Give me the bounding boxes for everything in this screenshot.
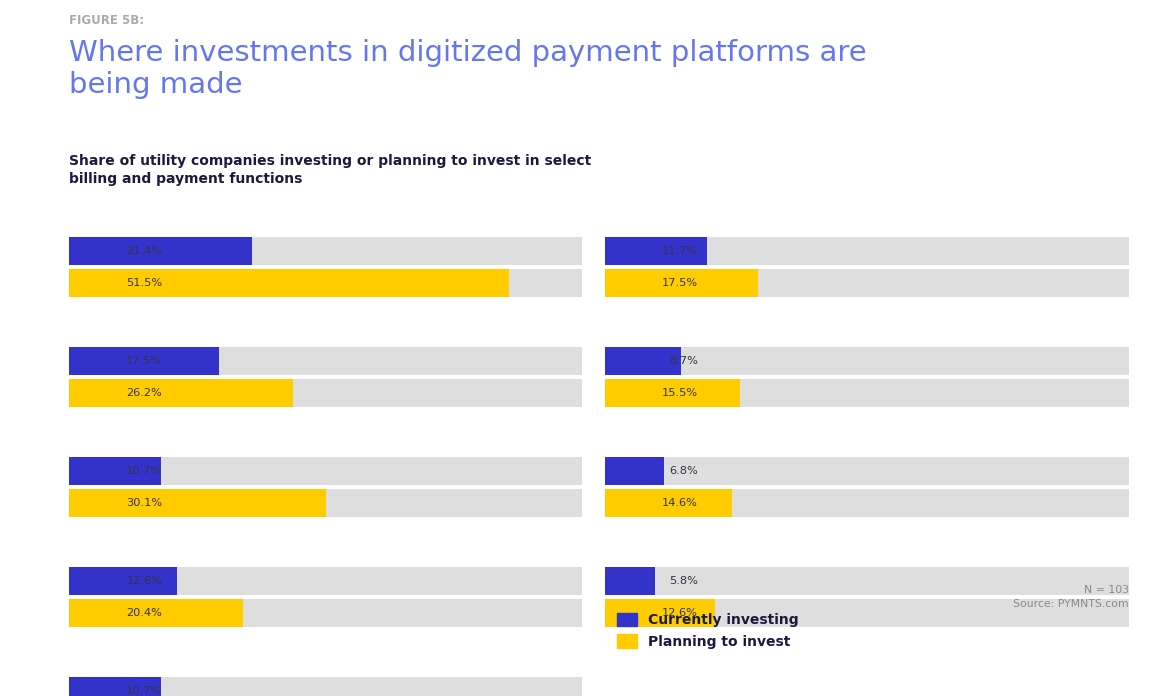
Text: 51.5%: 51.5% [126, 278, 162, 288]
Text: 11.7%: 11.7% [661, 246, 698, 256]
Bar [69, 347, 219, 375]
Text: 10.7%: 10.7% [126, 686, 162, 696]
Text: 5.8%: 5.8% [669, 576, 698, 586]
Text: Fraud detection and management: Fraud detection and management [703, 277, 937, 292]
Text: 8.7%: 8.7% [669, 356, 698, 366]
Bar [605, 567, 1129, 595]
Text: Any area: Any area [167, 277, 228, 292]
Text: 20.4%: 20.4% [127, 608, 162, 618]
Bar [605, 379, 1129, 407]
Text: Wider range of payment options: Wider range of payment options [167, 387, 388, 402]
Text: Autopay options: Autopay options [703, 607, 814, 622]
Text: 12.6%: 12.6% [662, 608, 698, 618]
Text: N = 103
Source: PYMNTS.com: N = 103 Source: PYMNTS.com [1014, 585, 1129, 610]
Bar [69, 237, 582, 265]
Text: 10.7%: 10.7% [126, 466, 162, 476]
Text: 21.4%: 21.4% [127, 246, 162, 256]
Bar [605, 269, 758, 297]
Text: Flexible payment/repayment: Flexible payment/repayment [703, 497, 901, 512]
Bar [605, 489, 733, 517]
Bar [69, 599, 243, 627]
Bar [605, 489, 1129, 517]
Bar [69, 269, 509, 297]
Bar [605, 379, 741, 407]
Bar [69, 457, 160, 485]
Bar [69, 567, 176, 595]
Bar [69, 379, 293, 407]
Bar [605, 237, 707, 265]
Bar [605, 269, 1129, 297]
Legend: Currently investing, Planning to invest: Currently investing, Planning to invest [612, 608, 804, 654]
Bar [69, 599, 582, 627]
Text: Faster billing process: Faster billing process [167, 607, 311, 622]
Bar [69, 457, 582, 485]
Bar [69, 379, 582, 407]
Bar [69, 567, 582, 595]
Bar [69, 347, 582, 375]
Bar [69, 489, 582, 517]
Text: 17.5%: 17.5% [126, 356, 162, 366]
Bar [69, 677, 160, 696]
Text: Wider range of billing options: Wider range of billing options [703, 387, 904, 402]
Text: 30.1%: 30.1% [126, 498, 162, 508]
Bar [69, 269, 582, 297]
Bar [69, 677, 582, 696]
Bar [605, 457, 1129, 485]
Text: Share of utility companies investing or planning to invest in select
billing and: Share of utility companies investing or … [69, 155, 591, 186]
Text: Where investments in digitized payment platforms are
being made: Where investments in digitized payment p… [69, 39, 866, 99]
Text: 14.6%: 14.6% [662, 498, 698, 508]
Text: 6.8%: 6.8% [669, 466, 698, 476]
Text: FIGURE 5B:: FIGURE 5B: [69, 14, 144, 27]
Text: 15.5%: 15.5% [661, 388, 698, 398]
Bar [69, 237, 252, 265]
Bar [605, 237, 1129, 265]
Bar [605, 347, 681, 375]
Text: 26.2%: 26.2% [127, 388, 162, 398]
Bar [605, 347, 1129, 375]
Bar [605, 457, 665, 485]
Bar [69, 489, 326, 517]
Bar [605, 599, 1129, 627]
Text: Protection of customer data: Protection of customer data [167, 497, 358, 512]
Bar [605, 599, 715, 627]
Text: 12.6%: 12.6% [127, 576, 162, 586]
Bar [605, 567, 655, 595]
Text: 17.5%: 17.5% [661, 278, 698, 288]
